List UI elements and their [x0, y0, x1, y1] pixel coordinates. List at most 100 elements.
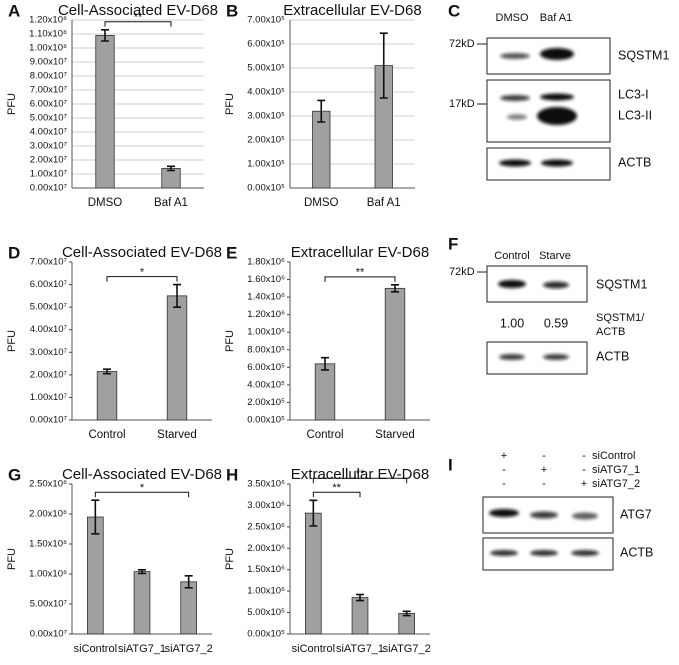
- error-bar: [356, 593, 364, 602]
- significance-label: **: [332, 482, 341, 494]
- band: [537, 107, 577, 125]
- marker: 72kD: [449, 38, 475, 50]
- y-tick-label: 0.00x10⁷: [30, 183, 68, 194]
- band: [498, 280, 526, 288]
- error-bar: [309, 499, 318, 527]
- band: [543, 354, 569, 360]
- bar: [161, 167, 181, 189]
- y-tick-label: 3.00x10⁷: [30, 141, 68, 152]
- significance-label: *: [140, 266, 145, 278]
- chart: H Extracellular EV-D68PFU0.00x10⁵5.00x10⁵…: [224, 465, 431, 654]
- error-bar: [402, 610, 411, 617]
- error-bar: [91, 499, 100, 535]
- y-tick-label: 9.00x10⁷: [30, 57, 68, 68]
- significance-bracket: [106, 276, 178, 282]
- y-tick-label: 2.50x10⁶: [247, 521, 285, 532]
- panel-letter: E: [226, 243, 237, 262]
- y-axis-label: PFU: [224, 330, 236, 352]
- blot-i: I ATG7 ACTB + - - siControl- + - siATG7_1- - + si…: [448, 450, 653, 571]
- panel-letter: F: [448, 234, 458, 253]
- x-tick-label: siATG7_1: [336, 643, 384, 655]
- chart: G Cell-Associated EV-D68 PFU 0.00x10⁷ 5.00x1…: [6, 465, 222, 654]
- y-tick-label: 8.00x10⁷: [30, 71, 68, 82]
- blot-c: C DMSO Baf A1 72kD 17kD SQSTM1 LC3-I LC3…: [448, 1, 669, 181]
- y-tick-label: 3.00x10⁷: [30, 347, 68, 358]
- bar: [166, 295, 188, 421]
- y-tick-label: 7.00x10⁷: [30, 257, 68, 268]
- condition-name: siATG7_2: [592, 478, 640, 490]
- significance-bracket: [312, 477, 408, 484]
- condition-sign: -: [582, 464, 586, 476]
- y-tick-label: 4.00x10⁵: [247, 379, 285, 390]
- significance-bracket: [104, 21, 172, 27]
- y-axis-label: PFU: [6, 93, 18, 115]
- error-bar: [391, 284, 399, 293]
- y-axis-label: PFU: [6, 330, 18, 352]
- y-tick-label: 4.00x10⁷: [30, 324, 68, 335]
- error-bar: [103, 368, 111, 375]
- chart: E Extracellular EV-D68 PFU 0.00x10⁵ 2.00x10⁵…: [224, 243, 430, 441]
- y-tick-label: 8.00x10⁵: [247, 344, 285, 355]
- x-tick-label: Baf A1: [367, 197, 401, 209]
- y-tick-label: 5.00x10⁵: [247, 63, 285, 74]
- band: [540, 93, 574, 101]
- x-tick-label: Control: [306, 429, 343, 441]
- chart-title: Extracellular EV-D68: [291, 244, 429, 261]
- y-tick-label: 4.00x10⁵: [247, 87, 285, 98]
- condition-name: siControl: [592, 450, 635, 462]
- error-bar: [173, 283, 181, 308]
- condition-sign: -: [502, 464, 506, 476]
- y-tick-label: 2.00x10⁵: [247, 135, 285, 146]
- y-tick-label: 1.60x10⁶: [247, 274, 285, 285]
- condition-sign: +: [581, 478, 587, 490]
- y-tick-label: 1.00x10⁶: [247, 327, 285, 338]
- band: [500, 53, 530, 59]
- error-bar: [321, 356, 329, 371]
- quant-value: 1.00: [500, 316, 524, 330]
- error-bar: [138, 569, 146, 575]
- lane-label: Starve: [539, 250, 571, 262]
- error-bar: [184, 575, 193, 589]
- y-tick-label: 7.00x10⁷: [30, 85, 68, 96]
- x-tick-label: siControl: [292, 643, 335, 655]
- band: [530, 511, 558, 519]
- band-label: ACTB: [596, 349, 629, 363]
- y-tick-label: 0.00x10⁷: [30, 629, 68, 640]
- chart-title: Cell-Associated EV-D68: [62, 466, 222, 483]
- chart-title: Extracellular EV-D68: [283, 2, 421, 19]
- band: [572, 512, 598, 520]
- bar: [398, 613, 416, 635]
- quant-label: ACTB: [596, 326, 625, 338]
- y-tick-label: 1.00x10⁷: [30, 169, 68, 180]
- significance-label: **: [134, 12, 143, 24]
- y-tick-label: 1.00x10⁵: [247, 159, 285, 170]
- significance-bracket: [324, 276, 396, 282]
- y-tick-label: 1.40x10⁶: [247, 292, 285, 303]
- bar: [180, 581, 198, 635]
- y-tick-label: 0.00x10⁵: [247, 183, 285, 194]
- x-tick-label: siATG7_1: [118, 643, 166, 655]
- y-tick-label: 6.00x10⁵: [247, 362, 285, 373]
- y-tick-label: 5.00x10⁵: [247, 607, 285, 618]
- chart: B Extracellular EV-D68 PFU 0.00x10⁵ 1.00x10⁵…: [224, 1, 422, 209]
- y-tick-label: 3.00x10⁵: [247, 111, 285, 122]
- band-label: ACTB: [620, 545, 653, 559]
- panel-letter: H: [226, 465, 238, 484]
- y-tick-label: 2.00x10⁸: [29, 509, 67, 520]
- significance-label: **: [356, 267, 365, 279]
- y-tick-label: 1.00x10⁶: [247, 586, 285, 597]
- y-tick-label: 6.00x10⁷: [30, 99, 68, 110]
- lane-label: Control: [494, 250, 529, 262]
- panel-letter: B: [226, 1, 238, 20]
- y-tick-label: 5.00x10⁷: [30, 113, 68, 124]
- band: [499, 159, 531, 167]
- y-tick-label: 0.00x10⁵: [247, 415, 285, 426]
- band: [540, 48, 574, 60]
- chart-title: Cell-Associated EV-D68: [62, 244, 222, 261]
- y-tick-label: 1.00x10⁸: [29, 43, 67, 54]
- significance-bracket: [94, 491, 190, 498]
- bar: [351, 597, 369, 635]
- significance-bracket: [312, 491, 361, 498]
- bar: [96, 371, 118, 421]
